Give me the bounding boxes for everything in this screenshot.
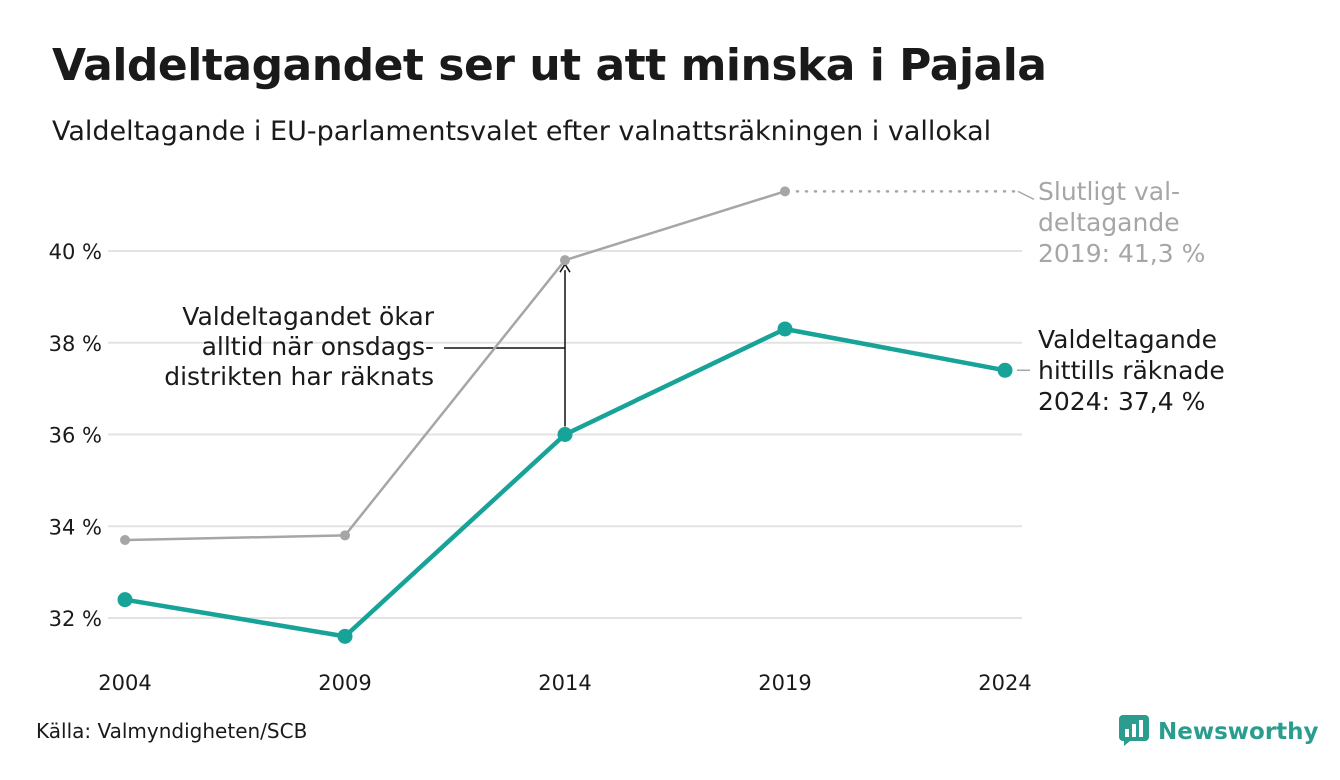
source-note: Källa: Valmyndigheten/SCB (36, 719, 308, 743)
x-tick-label: 2004 (98, 671, 151, 695)
final-label-leader (1017, 190, 1035, 201)
x-tick-label: 2009 (318, 671, 371, 695)
y-tick-label: 32 % (49, 607, 102, 631)
annotation-text: alltid när onsdags- (202, 332, 434, 361)
counted-series-label: hittills räknade (1038, 356, 1225, 385)
y-axis-ticks: 32 % 34 % 36 % 38 % 40 % (49, 240, 102, 631)
data-point-final (780, 186, 790, 197)
x-axis-ticks: 2004 2009 2014 2019 2024 (98, 671, 1031, 695)
data-point-final (340, 530, 350, 541)
y-tick-label: 36 % (49, 424, 102, 448)
data-point-counted (557, 427, 573, 442)
y-tick-label: 40 % (49, 240, 102, 264)
x-tick-label: 2014 (538, 671, 591, 695)
x-tick-label: 2024 (978, 671, 1031, 695)
data-point-counted (997, 362, 1013, 378)
y-tick-label: 38 % (49, 332, 102, 356)
series-line-final (124, 190, 786, 542)
brand-name: Newsworthy (1158, 719, 1319, 745)
annotation-text: Valdeltagandet ökar (182, 302, 434, 331)
counted-series-label: 2024: 37,4 % (1038, 387, 1205, 416)
brand-logo: Newsworthy (1118, 714, 1319, 750)
data-point-counted (337, 628, 353, 644)
chart-title: Valdeltagandet ser ut att minska i Pajal… (52, 40, 1047, 91)
final-series-label: Slutligt val- (1038, 177, 1180, 206)
chart-subtitle: Valdeltagande i EU-parlamentsvalet efter… (52, 116, 992, 147)
annotations (444, 190, 1035, 427)
series (117, 186, 1013, 644)
counted-series-label: Valdeltagande (1038, 325, 1217, 354)
data-point-counted (777, 321, 793, 337)
annotation-text: distrikten har räknats (164, 362, 434, 391)
data-point-final (560, 255, 570, 266)
data-point-final (120, 535, 130, 546)
data-point-counted (117, 592, 133, 608)
y-tick-label: 34 % (49, 515, 102, 539)
final-series-label: deltagande (1038, 208, 1180, 237)
chart-logo-icon (1118, 714, 1150, 750)
x-tick-label: 2019 (758, 671, 811, 695)
final-series-label: 2019: 41,3 % (1038, 239, 1205, 268)
